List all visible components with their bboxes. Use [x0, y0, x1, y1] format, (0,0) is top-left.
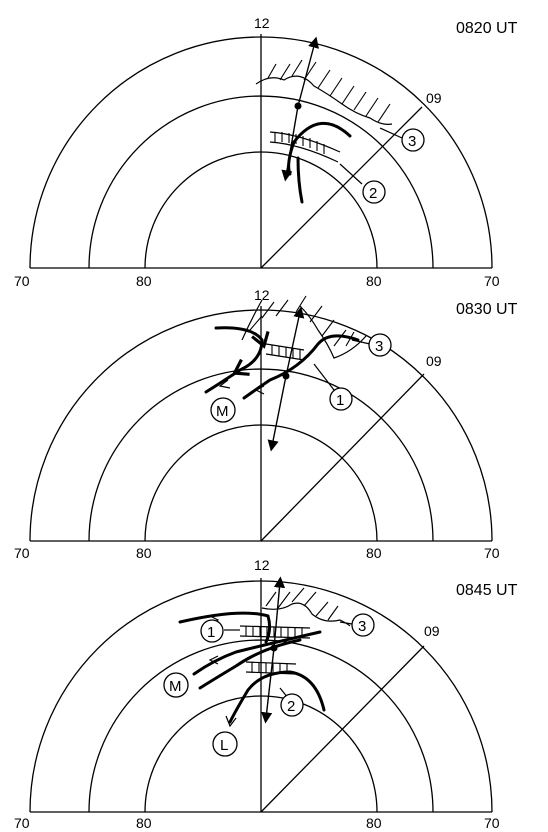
panel-0820: 0820 UT 12 09 70 80 80 70 [14, 15, 518, 289]
lat-70-left: 70 [14, 815, 30, 831]
flow-arc-top [178, 611, 272, 644]
time-label: 0830 UT [456, 301, 518, 318]
flow-vector-south-arrow [281, 105, 299, 182]
label-3: 3 [358, 618, 366, 635]
mlt-09-line [260, 106, 423, 269]
polar-grid [29, 34, 493, 269]
label-M-circle [163, 672, 189, 698]
mlt-12-label: 12 [254, 15, 270, 31]
leader-2 [339, 163, 363, 185]
flow-arc-mid2 [198, 638, 302, 690]
aurora-band [265, 343, 305, 361]
lat-80-right: 80 [366, 545, 382, 561]
label-1-circle [329, 387, 353, 411]
label-3-circle [351, 613, 375, 637]
lat-80-left: 80 [136, 545, 152, 561]
flow-arc-upper [287, 121, 352, 176]
flow-vector-north-arrow [285, 306, 305, 377]
polar-grid [29, 578, 493, 813]
flow-vector-north-arrow [273, 576, 286, 649]
label-L-circle [212, 731, 238, 757]
label-3: 3 [375, 338, 383, 355]
flow-arc-lower [228, 670, 326, 724]
flow-vector-south-arrow [267, 375, 287, 452]
label-L: L [220, 737, 228, 754]
lat-80-left: 80 [136, 273, 152, 289]
label-2: 2 [287, 698, 295, 715]
label-M-circle [210, 397, 236, 423]
aurora-region-3 [255, 59, 393, 125]
mlt-09-label: 09 [424, 623, 440, 639]
panel-0830: 0830 UT 12 09 70 80 80 70 [14, 287, 518, 561]
mlt-09-line [260, 373, 425, 542]
mlt-12-label: 12 [254, 557, 270, 573]
lat-70-left: 70 [14, 545, 30, 561]
flow-arc-mid [192, 630, 322, 676]
leader-3 [351, 339, 371, 345]
lat-80-right: 80 [366, 815, 382, 831]
leader-3 [379, 127, 403, 139]
lat-70-right: 70 [484, 545, 500, 561]
flow-vector-north-arrow [297, 36, 319, 107]
station-dot [282, 372, 290, 380]
mlt-12-label: 12 [254, 287, 270, 303]
mlt-09-line [260, 645, 425, 813]
flow-arrow-mid [208, 655, 219, 665]
lat-70-right: 70 [484, 273, 500, 289]
station-dot [270, 644, 278, 652]
label-3-circle [401, 128, 425, 152]
aurora-region-3 [261, 587, 351, 627]
mlt-09-label: 09 [426, 353, 442, 369]
time-label: 0820 UT [456, 20, 518, 37]
flow-arc-right [242, 334, 360, 400]
flow-arrow-mid [254, 385, 265, 395]
label-M: M [169, 678, 182, 695]
mlt-09-label: 09 [426, 90, 442, 106]
label-M: M [216, 403, 229, 420]
leader-1 [313, 363, 335, 391]
label-1-circle [200, 619, 224, 643]
leader-3 [339, 621, 353, 625]
flow-arrow-lower-left [225, 715, 237, 728]
label-3-circle [368, 333, 392, 357]
flow-arc-left [204, 326, 270, 394]
station-dot [294, 102, 302, 110]
label-1: 1 [207, 624, 215, 641]
aurora-band-2 [269, 131, 341, 163]
flow-arrow-left [218, 379, 231, 389]
lat-70-left: 70 [14, 273, 30, 289]
lat-70-right: 70 [484, 815, 500, 831]
label-2-circle [280, 693, 304, 717]
label-3: 3 [408, 133, 416, 150]
panel-0845: 0845 UT 12 09 70 80 80 70 [14, 557, 518, 831]
label-2: 2 [369, 185, 377, 202]
flow-vector-south-arrow [261, 647, 275, 724]
lat-80-right: 80 [366, 273, 382, 289]
flow-arc-lower [296, 156, 304, 204]
label-1: 1 [336, 392, 344, 409]
lat-80-left: 80 [136, 815, 152, 831]
time-label: 0845 UT [456, 582, 518, 599]
label-2-circle [362, 180, 386, 204]
